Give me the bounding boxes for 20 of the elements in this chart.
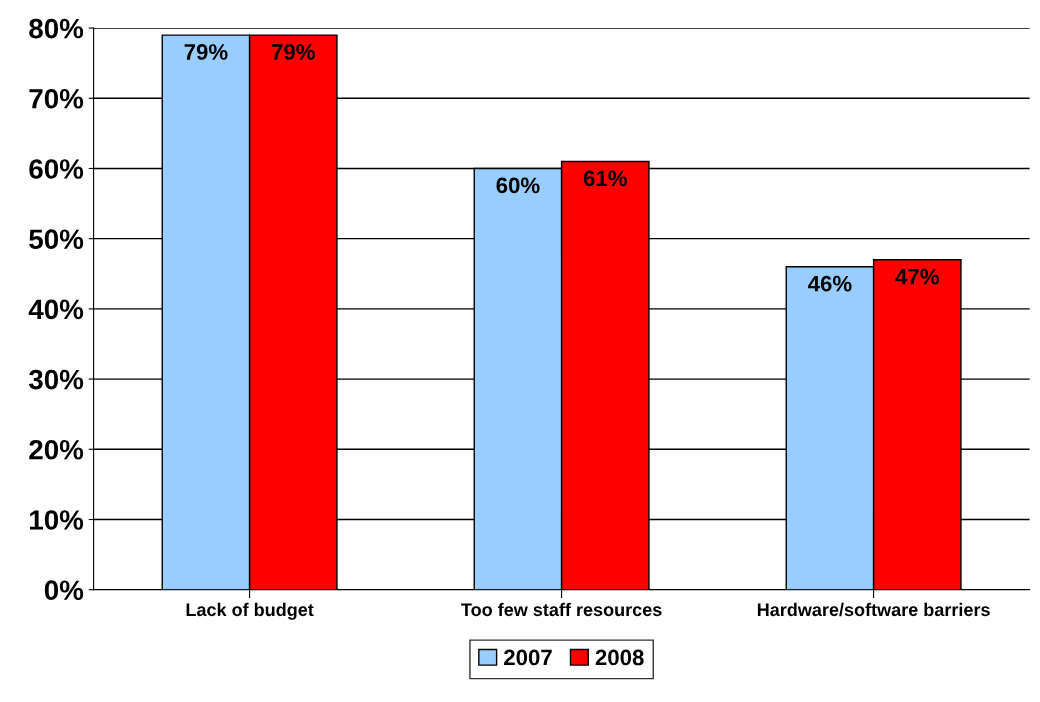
text: 79% [184,44,228,60]
y-tick-label: 50% [29,229,84,250]
legend-label: 2007 [504,649,552,666]
y-tick-label: 0% [44,580,84,601]
y-tick-label: 30% [28,369,84,390]
y-tick-label: 40% [28,299,84,320]
y-tick-label: 80% [29,18,84,39]
y-tick-label: 20% [29,439,84,460]
text: 61% [583,170,627,187]
text: 60% [496,177,540,194]
x-tick-label: Hardware/software barriers [757,602,990,617]
text: 79% [272,44,315,60]
legend-label: 2008 [595,649,644,666]
x-tick-label: Too few staff resources [461,602,662,617]
y-tick-label: 60% [29,159,84,179]
text: 47% [895,268,939,285]
x-tick-label: Lack of budget [186,602,314,620]
y-tick-label: 10% [30,510,84,530]
text: 46% [808,275,852,292]
y-tick-label: 70% [29,88,84,109]
